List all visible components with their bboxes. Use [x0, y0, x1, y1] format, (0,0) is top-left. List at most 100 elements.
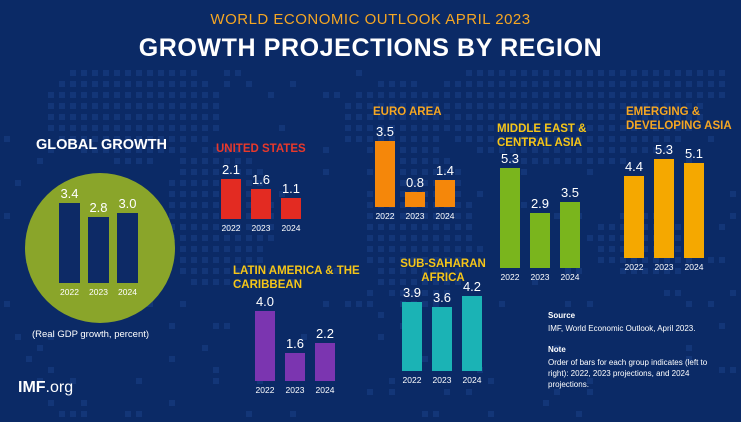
map-dot: [191, 158, 197, 164]
map-dot: [422, 224, 428, 230]
map-dot: [477, 103, 483, 109]
map-dot: [587, 147, 593, 153]
map-dot: [675, 224, 681, 230]
map-dot: [642, 246, 648, 252]
imf-logo[interactable]: IMF.org: [18, 379, 73, 397]
map-dot: [136, 70, 142, 76]
map-dot: [631, 136, 637, 142]
map-dot: [224, 257, 230, 263]
map-dot: [433, 268, 439, 274]
map-dot: [411, 246, 417, 252]
map-dot: [587, 92, 593, 98]
middle-east-value-2022: 5.3: [500, 150, 520, 166]
map-dot: [422, 235, 428, 241]
map-dot: [543, 70, 549, 76]
map-dot: [213, 114, 219, 120]
map-dot: [37, 345, 43, 351]
map-dot: [70, 81, 76, 87]
map-dot: [213, 213, 219, 219]
map-dot: [169, 323, 175, 329]
map-dot: [180, 213, 186, 219]
map-dot: [180, 158, 186, 164]
latin-america-bar-2022: [255, 311, 275, 381]
map-dot: [433, 235, 439, 241]
map-dot: [620, 92, 626, 98]
map-dot: [114, 158, 120, 164]
map-dot: [213, 147, 219, 153]
map-dot: [114, 114, 120, 120]
map-dot: [378, 235, 384, 241]
map-dot: [180, 125, 186, 131]
map-dot: [521, 103, 527, 109]
map-dot: [587, 81, 593, 87]
map-dot: [400, 202, 406, 208]
map-dot: [356, 70, 362, 76]
map-dot: [169, 356, 175, 362]
map-dot: [576, 125, 582, 131]
map-dot: [543, 125, 549, 131]
map-dot: [444, 92, 450, 98]
map-dot: [180, 136, 186, 142]
map-dot: [323, 301, 329, 307]
emerging-asia-title: EMERGING & DEVELOPING ASIA: [626, 105, 732, 133]
map-dot: [70, 411, 76, 417]
map-dot: [576, 114, 582, 120]
map-dot: [686, 114, 692, 120]
united-states-year-2022: 2022: [221, 223, 241, 233]
map-dot: [444, 103, 450, 109]
map-dot: [719, 92, 725, 98]
map-dot: [246, 411, 252, 417]
map-dot: [620, 103, 626, 109]
united-states-value-2022: 2.1: [221, 162, 241, 178]
map-dot: [499, 125, 505, 131]
map-dot: [466, 81, 472, 87]
map-dot: [554, 103, 560, 109]
map-dot: [235, 235, 241, 241]
map-dot: [554, 92, 560, 98]
map-dot: [609, 114, 615, 120]
map-dot: [686, 125, 692, 131]
map-dot: [532, 114, 538, 120]
map-dot: [92, 125, 98, 131]
map-dot: [213, 268, 219, 274]
map-dot: [59, 103, 65, 109]
map-dot: [202, 180, 208, 186]
source-text: IMF, World Economic Outlook, April 2023.: [548, 324, 696, 333]
middle-east-year-2023: 2023: [530, 272, 550, 282]
map-dot: [466, 114, 472, 120]
map-dot: [213, 246, 219, 252]
map-dot: [642, 257, 648, 263]
map-dot: [587, 389, 593, 395]
map-dot: [455, 136, 461, 142]
map-dot: [257, 180, 263, 186]
map-dot: [466, 235, 472, 241]
map-dot: [422, 268, 428, 274]
map-dot: [455, 224, 461, 230]
map-dot: [598, 235, 604, 241]
map-dot: [686, 158, 692, 164]
map-dot: [631, 92, 637, 98]
euro-area-year-2022: 2022: [375, 211, 395, 221]
map-dot: [180, 103, 186, 109]
map-dot: [191, 92, 197, 98]
middle-east-bar-2022: [500, 167, 520, 268]
map-dot: [213, 103, 219, 109]
map-dot: [92, 147, 98, 153]
emerging-asia-value-2023: 5.3: [654, 141, 674, 157]
map-dot: [510, 114, 516, 120]
map-dot: [488, 70, 494, 76]
map-dot: [631, 125, 637, 131]
map-dot: [433, 158, 439, 164]
united-states-value-2023: 1.6: [251, 171, 271, 187]
map-dot: [433, 224, 439, 230]
map-dot: [411, 147, 417, 153]
map-dot: [631, 257, 637, 263]
map-dot: [191, 103, 197, 109]
map-dot: [653, 257, 659, 263]
map-dot: [389, 290, 395, 296]
map-dot: [488, 378, 494, 384]
map-dot: [587, 103, 593, 109]
map-dot: [389, 81, 395, 87]
map-dot: [554, 136, 560, 142]
header-title: GROWTH PROJECTIONS BY REGION: [138, 34, 603, 62]
